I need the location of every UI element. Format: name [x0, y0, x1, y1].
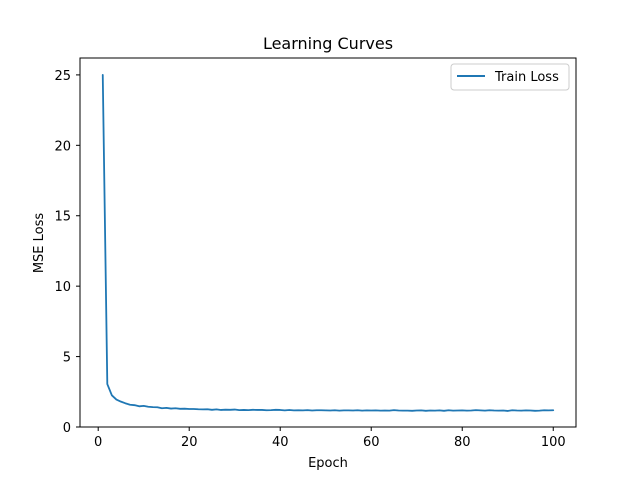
x-axis-label: Epoch: [308, 456, 348, 471]
chart-title: Learning Curves: [263, 34, 393, 53]
legend: Train Loss: [450, 63, 570, 91]
y-tick-label: 5: [63, 351, 71, 366]
y-tick-label: 10: [54, 280, 71, 295]
x-tick-label: 100: [541, 435, 566, 450]
y-axis-label: MSE Loss: [32, 213, 47, 274]
x-tick-label: 20: [181, 435, 198, 450]
x-tick-label: 60: [363, 435, 380, 450]
y-tick-label: 25: [54, 69, 71, 84]
legend-label-train-loss: Train Loss: [494, 70, 559, 85]
legend-box: [450, 63, 570, 91]
x-tick-label: 40: [272, 435, 289, 450]
y-tick-label: 20: [54, 139, 71, 154]
series-line-train-loss: [101, 74, 555, 412]
x-tick-label: 80: [454, 435, 471, 450]
y-tick-label: 0: [63, 421, 71, 436]
axes-frame: [79, 57, 577, 428]
plot-area: 0 20 40 60 80 100 0 5 10 15 20 25: [54, 57, 577, 450]
y-tick-label: 15: [54, 210, 71, 225]
x-tick-label: 0: [94, 435, 102, 450]
